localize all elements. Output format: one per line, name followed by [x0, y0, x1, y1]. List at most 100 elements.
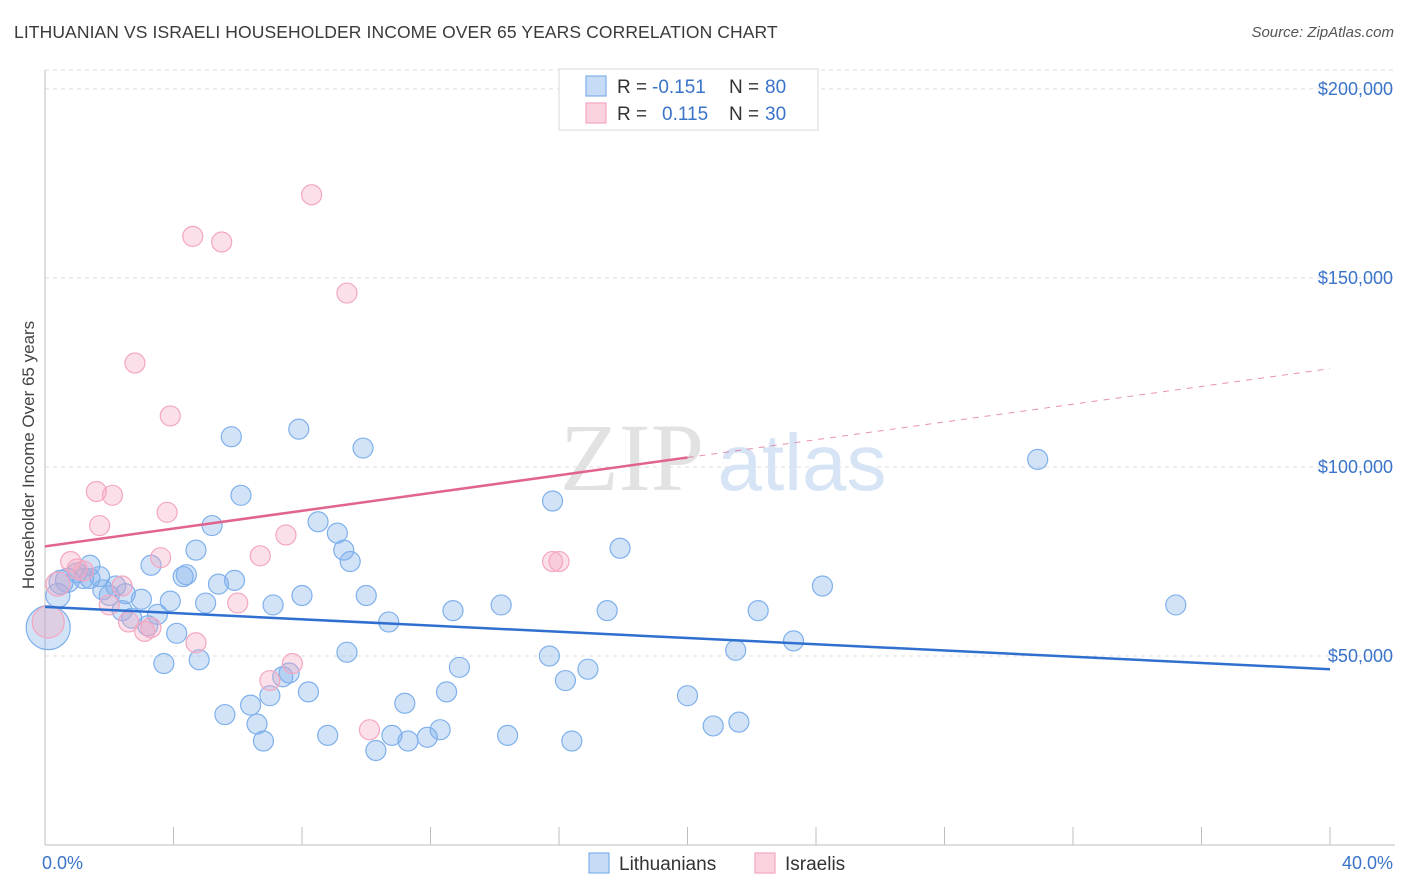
lithuanian-point-68 [596, 600, 618, 622]
legend-r-value-1: -0.151 [652, 77, 706, 98]
israeli-point-21 [249, 545, 271, 567]
lithuanian-point-74 [747, 600, 769, 622]
lithuanian-point-18 [146, 603, 169, 625]
israeli-point-11 [124, 352, 146, 374]
lithuanian-point-63 [538, 645, 560, 667]
lithuanian-point-25 [188, 649, 210, 671]
lithuanian-point-62 [497, 724, 519, 746]
lithuanian-point-72 [725, 639, 747, 661]
lithuanian-point-15 [130, 588, 152, 610]
bottom-legend-swatch-lithuanians [588, 852, 610, 874]
israeli-point-22 [259, 669, 281, 692]
legend-swatch-israelis [585, 102, 607, 124]
legend-n-value-2: 30 [765, 104, 786, 125]
lithuanian-point-23 [175, 564, 197, 586]
israeli-point-4 [72, 560, 95, 582]
lithuanian-point-22 [172, 565, 194, 588]
lithuanian-point-71 [702, 715, 724, 737]
israeli-trend-line [44, 456, 688, 548]
israeli-point-16 [159, 405, 181, 427]
lithuanian-point-47 [336, 641, 358, 663]
lithuanian-point-57 [429, 719, 451, 741]
y-tick-label-2: $150,000 [1318, 268, 1393, 288]
lithuanian-point-36 [259, 685, 281, 707]
lithuanian-point-43 [307, 511, 329, 533]
lithuanian-point-19 [153, 652, 175, 675]
y-axis-title: Householder Income Over 65 years [19, 321, 38, 589]
lithuanian-point-55 [397, 730, 419, 752]
lithuanian-point-66 [561, 730, 583, 752]
lithuanian-point-21 [166, 622, 188, 644]
israeli-point-5 [85, 480, 108, 503]
x-tick-label-max: 40.0% [1342, 853, 1393, 873]
israeli-point-20 [227, 592, 249, 614]
x-tick-label-min: 0.0% [42, 853, 83, 873]
bottom-legend-swatch-israelis [754, 852, 776, 874]
israeli-point-8 [101, 484, 124, 506]
lithuanian-point-59 [442, 600, 464, 622]
lithuanian-point-31 [223, 569, 246, 591]
israeli-point-18 [185, 632, 207, 654]
watermark-atlas: atlas [718, 418, 887, 507]
lithuanian-point-28 [207, 573, 230, 595]
axes [44, 70, 1395, 846]
lithuanian-point-42 [297, 681, 320, 703]
x-tick-labels: 0.0% 40.0% [42, 853, 1393, 873]
israeli-trend-extension [687, 368, 1331, 458]
y-tick-labels: $50,000 $100,000 $150,000 $200,000 [1318, 79, 1393, 666]
legend-r-value-2: 0.115 [662, 104, 708, 125]
source-label: Source: ZipAtlas.com [1251, 24, 1394, 41]
lithuanian-point-20 [159, 590, 181, 612]
israeli-point-6 [89, 514, 111, 537]
legend-r-label-1: R = [617, 77, 647, 98]
y-tick-label-0: $50,000 [1328, 646, 1393, 666]
israeli-point-25 [301, 184, 323, 206]
israeli-point-13 [140, 617, 162, 639]
lithuanian-point-64 [541, 490, 564, 512]
lithuanian-point-54 [394, 692, 416, 714]
correlation-legend: R = -0.151 N = 80 R = 0.115 N = 30 [558, 68, 819, 131]
lithuanian-trend-line [44, 605, 1331, 671]
lithuanian-point-8 [89, 565, 111, 588]
grid-lines [45, 69, 1395, 657]
lithuanian-point-53 [381, 724, 403, 746]
lithuanian-point-69 [609, 537, 631, 559]
israeli-point-28 [541, 550, 564, 573]
israeli-point-15 [156, 501, 178, 523]
lithuanian-point-33 [240, 694, 262, 716]
lithuanian-point-56 [416, 726, 438, 748]
lithuanian-point-65 [554, 669, 577, 692]
watermark: ZIP atlas [560, 404, 886, 511]
israeli-point-7 [98, 594, 120, 616]
lithuanian-point-41 [291, 584, 313, 607]
lithuanian-point-70 [676, 685, 699, 707]
israeli-point-12 [133, 620, 156, 643]
israeli-point-17 [182, 225, 204, 247]
chart-title: LITHUANIAN VS ISRAELI HOUSEHOLDER INCOME… [14, 22, 778, 42]
y-tick-label-3: $200,000 [1318, 79, 1393, 99]
israeli-point-14 [150, 547, 172, 569]
lithuanian-point-76 [811, 575, 834, 597]
legend-swatch-lithuanians [585, 75, 607, 97]
lithuanian-point-49 [352, 437, 374, 459]
israeli-point-0 [31, 605, 65, 639]
israeli-point-24 [281, 652, 303, 675]
lithuanian-point-67 [577, 658, 599, 680]
lithuanian-point-46 [333, 539, 355, 561]
lithuanian-point-35 [252, 730, 275, 752]
legend-n-label-1: N = [729, 77, 759, 98]
lithuanian-point-73 [728, 711, 750, 733]
bottom-legend-label-israelis: Israelis [785, 854, 845, 875]
trend-lines [44, 368, 1331, 671]
series-legend: Lithuanians Israelis [588, 852, 845, 875]
y-tick-label-1: $100,000 [1318, 457, 1393, 477]
legend-n-value-1: 80 [765, 77, 786, 98]
lithuanian-point-60 [448, 656, 471, 678]
lithuanian-point-27 [201, 514, 223, 537]
data-points [25, 184, 1187, 762]
lithuanian-point-50 [355, 584, 377, 607]
lithuanian-point-29 [214, 703, 236, 726]
israeli-point-29 [548, 550, 570, 573]
lithuanian-point-77 [1027, 448, 1049, 470]
